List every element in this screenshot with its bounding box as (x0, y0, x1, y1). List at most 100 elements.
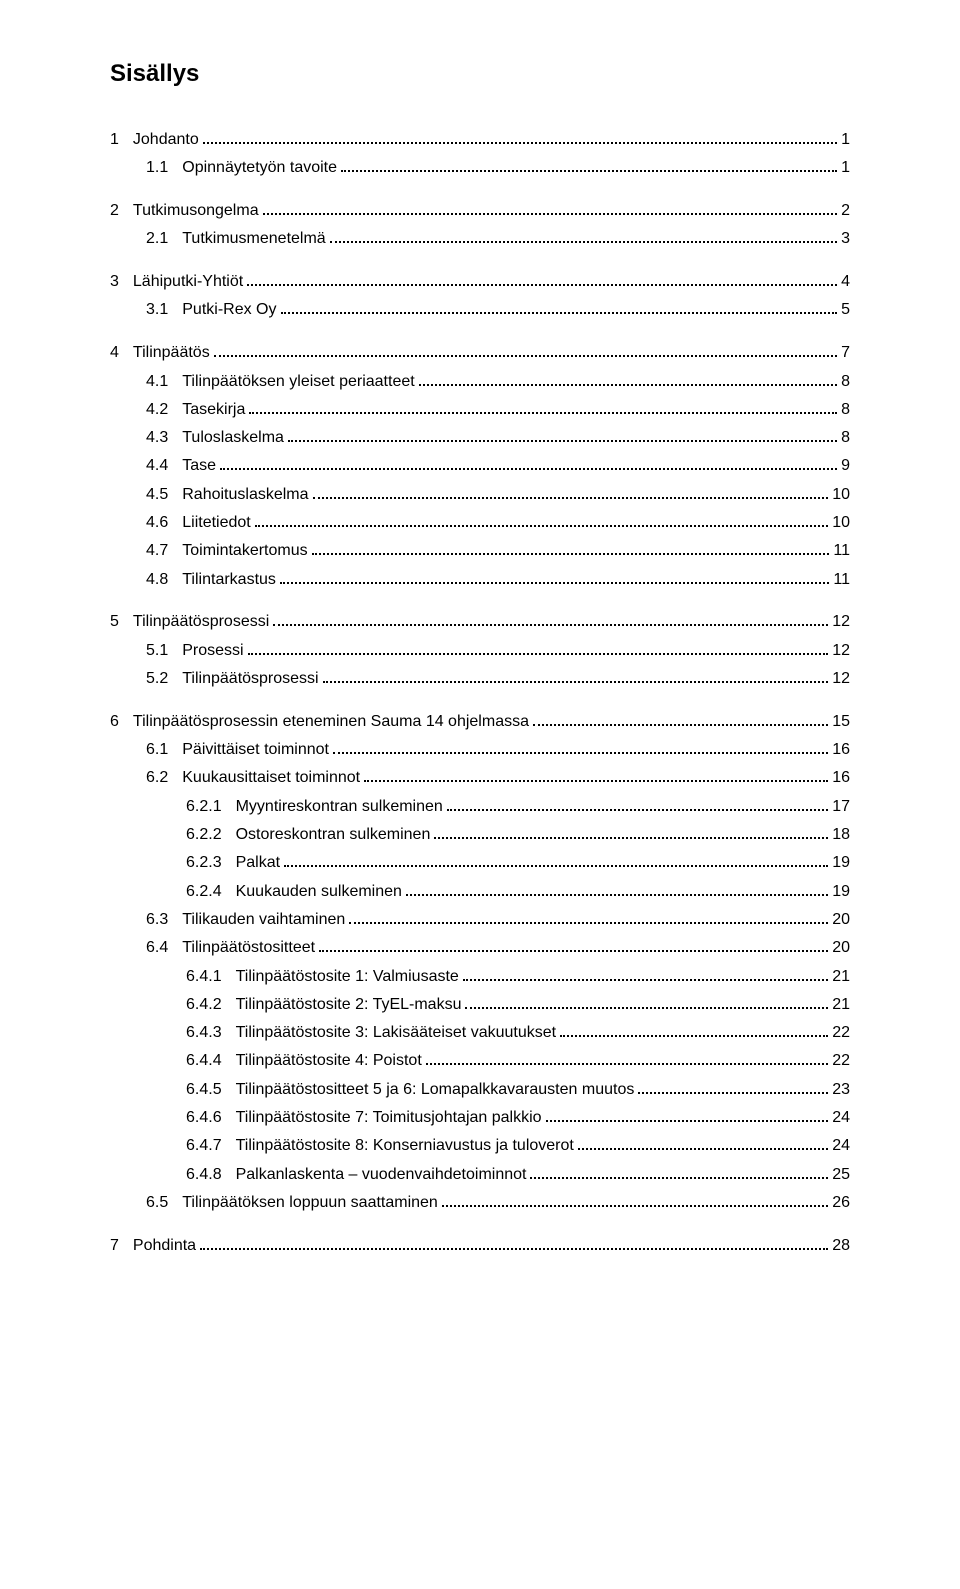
toc-entry: 4.7Toimintakertomus11 (110, 539, 850, 564)
toc-entry-label: Tilinpäätöstosite 1: Valmiusaste (236, 965, 459, 990)
toc-dot-leader (280, 570, 829, 583)
toc-dot-leader (578, 1137, 828, 1150)
toc-entry-page: 15 (832, 710, 850, 735)
toc-entry-label: Kuukauden sulkeminen (236, 880, 402, 905)
toc-dot-leader (406, 882, 828, 895)
toc-entry: 6.4.8Palkanlaskenta – vuodenvaihdetoimin… (110, 1163, 850, 1188)
toc-entry-page: 24 (832, 1134, 850, 1159)
toc-entry-page: 12 (832, 667, 850, 692)
toc-entry-label: Tilikauden vaihtaminen (182, 908, 345, 933)
toc-dot-leader (255, 514, 828, 527)
toc-entry-number: 6.4 (146, 936, 168, 961)
toc-entry: 6.4.3Tilinpäätöstosite 3: Lakisääteiset … (110, 1021, 850, 1046)
toc-entry-page: 20 (832, 908, 850, 933)
toc-entry-page: 11 (833, 539, 850, 564)
toc-entry: 6.2.4Kuukauden sulkeminen19 (110, 880, 850, 905)
toc-entry-page: 20 (832, 936, 850, 961)
toc-entry-label: Tilinpäätöksen loppuun saattaminen (182, 1191, 438, 1216)
toc-entry-label: Prosessi (182, 639, 243, 664)
toc-dot-leader (273, 613, 828, 626)
toc-entry-number: 2 (110, 199, 119, 224)
toc-dot-leader (281, 301, 838, 314)
toc-entry-number: 4.8 (146, 568, 168, 593)
toc-dot-leader (319, 939, 828, 952)
toc-entry-label: Tilinpäätöstosite 3: Lakisääteiset vakuu… (236, 1021, 556, 1046)
toc-entry-number: 4.3 (146, 426, 168, 451)
toc-entry-number: 6.4.1 (186, 965, 222, 990)
toc-entry: 6.2.1Myyntireskontran sulkeminen17 (110, 795, 850, 820)
toc-entry-number: 3 (110, 270, 119, 295)
toc-dot-leader (247, 273, 837, 286)
toc-entry-label: Tuloslaskelma (182, 426, 284, 451)
toc-entry: 1.1 Opinnäytetyön tavoite 1 (110, 156, 850, 181)
toc-entry-page: 1 (841, 128, 850, 153)
toc-entry-number: 6.4.2 (186, 993, 222, 1018)
toc-entry: 4.4Tase9 (110, 454, 850, 479)
toc-entry-number: 4.2 (146, 398, 168, 423)
toc-entry: 6.5Tilinpäätöksen loppuun saattaminen26 (110, 1191, 850, 1216)
toc-dot-leader (546, 1109, 829, 1122)
toc-entry-page: 19 (832, 851, 850, 876)
toc-entry-page: 26 (832, 1191, 850, 1216)
toc-entry-number: 5.1 (146, 639, 168, 664)
toc-entry: 6.4.1Tilinpäätöstosite 1: Valmiusaste21 (110, 965, 850, 990)
toc-entry: 4.5Rahoituslaskelma10 (110, 483, 850, 508)
toc-entry-page: 21 (832, 993, 850, 1018)
toc-dot-leader (560, 1024, 828, 1037)
toc-entry-page: 1 (841, 156, 850, 181)
toc-entry: 3Lähiputki-Yhtiöt4 (110, 270, 850, 295)
toc-entry-number: 4.6 (146, 511, 168, 536)
toc-entry-label: Toimintakertomus (182, 539, 307, 564)
toc-dot-leader (638, 1081, 828, 1094)
toc-entry-page: 11 (833, 568, 850, 593)
toc-entry-page: 10 (832, 511, 850, 536)
toc-dot-leader (533, 713, 828, 726)
toc-entry-number: 1 (110, 128, 119, 153)
toc-entry-label: Johdanto (133, 128, 199, 153)
toc-entry-label: Tilinpäätöksen yleiset periaatteet (182, 370, 414, 395)
toc-entry-label: Pohdinta (133, 1234, 196, 1259)
toc-dot-leader (330, 230, 837, 243)
toc-entry-number: 6.2.3 (186, 851, 222, 876)
toc-entry-label: Lähiputki-Yhtiöt (133, 270, 243, 295)
toc-entry-page: 24 (832, 1106, 850, 1131)
toc-entry-label: Palkanlaskenta – vuodenvaihdetoiminnot (236, 1163, 527, 1188)
toc-entry-page: 22 (832, 1021, 850, 1046)
toc-entry-label: Tase (182, 454, 216, 479)
toc-entry-number: 6.3 (146, 908, 168, 933)
toc-entry: 1 Johdanto 1 (110, 128, 850, 153)
toc-entry: 4.6Liitetiedot10 (110, 511, 850, 536)
toc-entry-label: Päivittäiset toiminnot (182, 738, 329, 763)
toc-entry: 7Pohdinta28 (110, 1234, 850, 1259)
toc-entry: 6.2.2Ostoreskontran sulkeminen18 (110, 823, 850, 848)
toc-entry: 2.1Tutkimusmenetelmä3 (110, 227, 850, 252)
toc-dot-leader (434, 826, 828, 839)
toc-entry-number: 6.1 (146, 738, 168, 763)
toc-entry-number: 6.4.4 (186, 1049, 222, 1074)
toc-dot-leader (312, 542, 830, 555)
toc-entry-page: 8 (841, 426, 850, 451)
toc-entry-label: Tilinpäätösprosessi (133, 610, 269, 635)
toc-entry-label: Rahoituslaskelma (182, 483, 308, 508)
toc-entry-page: 18 (832, 823, 850, 848)
toc-dot-leader (284, 854, 828, 867)
toc-entry-label: Tasekirja (182, 398, 245, 423)
toc-entry-number: 6.4.6 (186, 1106, 222, 1131)
toc-entry-page: 25 (832, 1163, 850, 1188)
toc-dot-leader (349, 911, 828, 924)
toc-entry-label: Tilinpäätöstosite 4: Poistot (236, 1049, 422, 1074)
toc-entry-number: 1.1 (146, 156, 168, 181)
toc-entry-page: 5 (841, 298, 850, 323)
toc-entry-label: Tilinpäätöstosite 2: TyEL-maksu (236, 993, 462, 1018)
toc-entry: 2Tutkimusongelma2 (110, 199, 850, 224)
toc-entry-number: 6.2.2 (186, 823, 222, 848)
toc-entry-label: Opinnäytetyön tavoite (182, 156, 337, 181)
toc-entry: 4.1Tilinpäätöksen yleiset periaatteet8 (110, 370, 850, 395)
toc-entry-label: Tilintarkastus (182, 568, 276, 593)
toc-dot-leader (426, 1052, 828, 1065)
toc-entry-page: 12 (832, 639, 850, 664)
toc-entry: 6.2.3Palkat19 (110, 851, 850, 876)
toc-entry: 4Tilinpäätös7 (110, 341, 850, 366)
toc-entry-number: 7 (110, 1234, 119, 1259)
toc-dot-leader (333, 741, 828, 754)
